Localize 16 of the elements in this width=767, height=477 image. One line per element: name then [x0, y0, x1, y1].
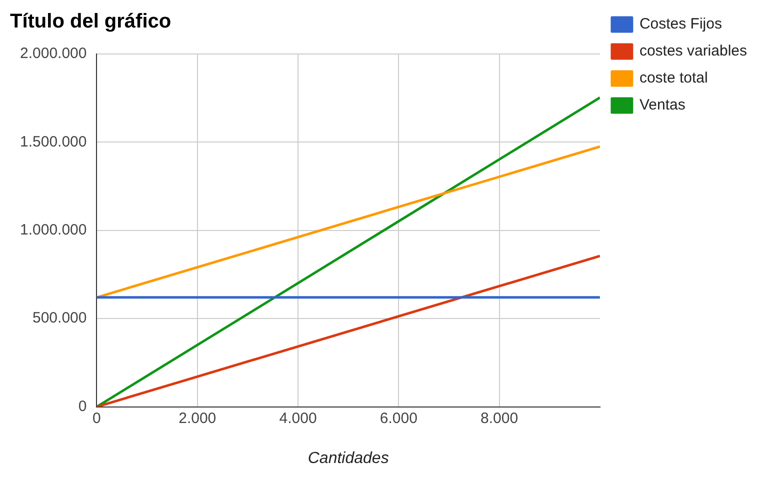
legend-label: coste total [639, 70, 708, 87]
y-tick-label: 0 [78, 398, 87, 415]
y-tick-label: 500.000 [32, 310, 87, 327]
y-tick-label: 2.000.000 [20, 45, 87, 62]
x-tick-label: 6.000 [380, 410, 418, 427]
chart-title: Título del gráfico [10, 10, 172, 33]
x-tick-label: 4.000 [279, 410, 317, 427]
legend-label: costes variables [639, 42, 748, 60]
x-axis-title: Cantidades [308, 450, 389, 467]
y-tick-label: 1.000.000 [20, 222, 87, 239]
x-tick-label: 2.000 [178, 410, 216, 427]
y-tick-label: 1.500.000 [20, 133, 87, 150]
x-tick-label: 8.000 [480, 410, 518, 427]
legend-label: Costes Fijos [639, 16, 722, 33]
legend-label: Ventas [639, 96, 686, 114]
x-tick-label: 0 [92, 410, 101, 427]
